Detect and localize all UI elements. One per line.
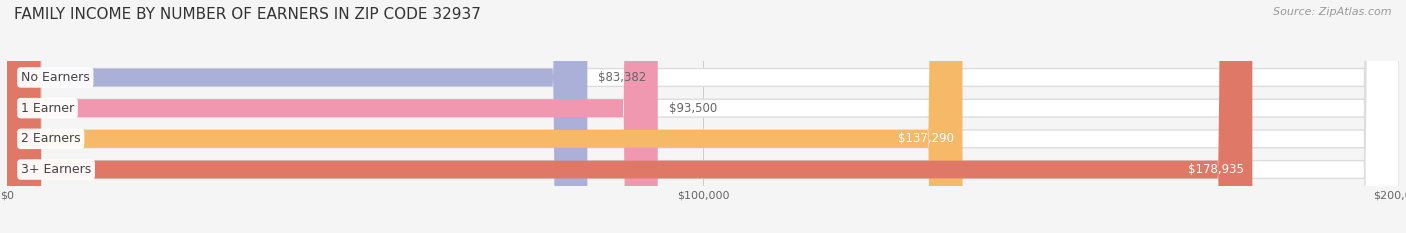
FancyBboxPatch shape (7, 0, 1253, 233)
Text: No Earners: No Earners (21, 71, 90, 84)
Text: Source: ZipAtlas.com: Source: ZipAtlas.com (1274, 7, 1392, 17)
Text: $178,935: $178,935 (1188, 163, 1244, 176)
FancyBboxPatch shape (7, 0, 1399, 233)
Text: 2 Earners: 2 Earners (21, 132, 80, 145)
FancyBboxPatch shape (7, 0, 1399, 233)
FancyBboxPatch shape (7, 0, 588, 233)
FancyBboxPatch shape (7, 0, 963, 233)
FancyBboxPatch shape (7, 0, 658, 233)
Text: 3+ Earners: 3+ Earners (21, 163, 91, 176)
Text: $137,290: $137,290 (898, 132, 955, 145)
FancyBboxPatch shape (7, 0, 1399, 233)
FancyBboxPatch shape (7, 0, 1399, 233)
Text: FAMILY INCOME BY NUMBER OF EARNERS IN ZIP CODE 32937: FAMILY INCOME BY NUMBER OF EARNERS IN ZI… (14, 7, 481, 22)
Text: 1 Earner: 1 Earner (21, 102, 75, 115)
Text: $93,500: $93,500 (669, 102, 717, 115)
Text: $83,382: $83,382 (599, 71, 647, 84)
